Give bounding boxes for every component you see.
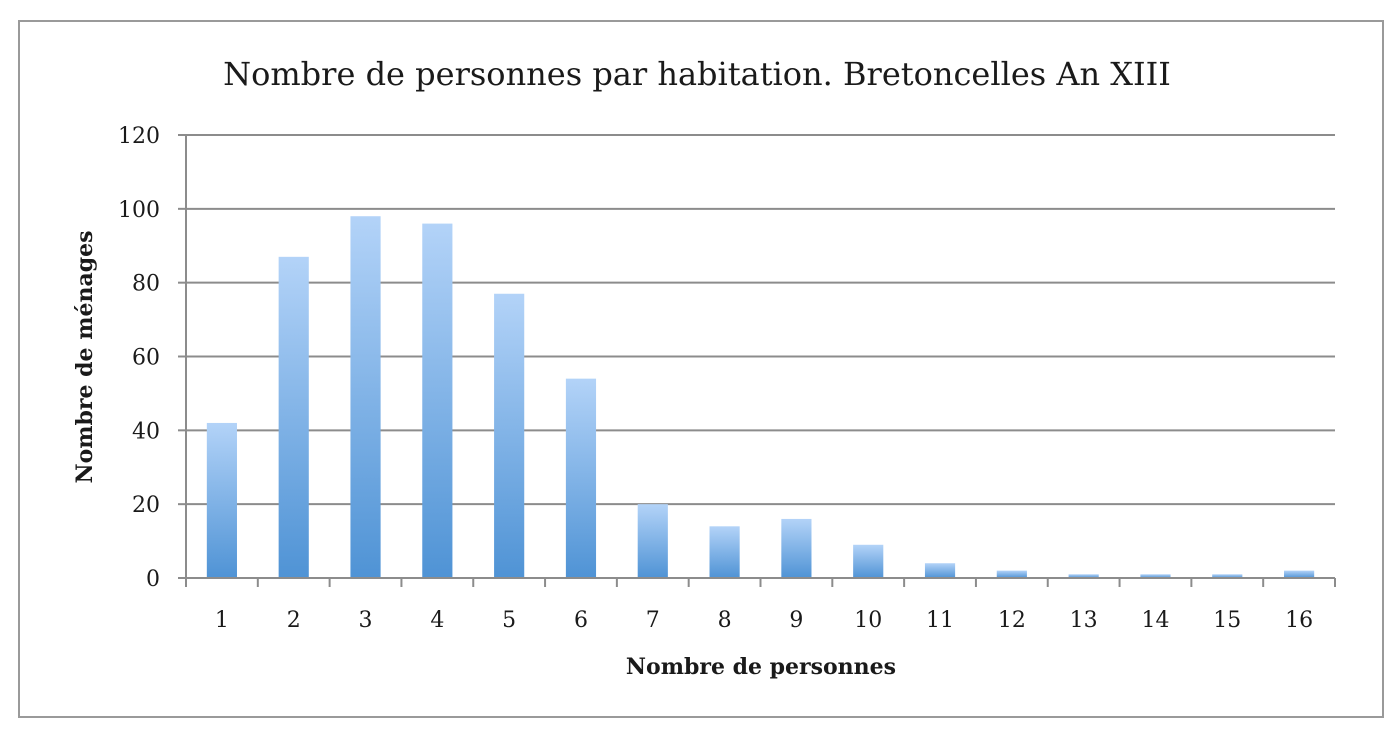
y-tick-labels: 0 20 40 60 80 100 120 <box>118 124 160 592</box>
x-tick-label: 4 <box>430 608 444 633</box>
chart-frame <box>18 20 1384 718</box>
bar-12 <box>996 570 1027 578</box>
x-tick-label: 13 <box>1070 608 1098 633</box>
x-tick-label: 1 <box>215 608 229 633</box>
x-tick-label: 8 <box>718 608 732 633</box>
x-tick-label: 15 <box>1213 608 1241 633</box>
bar-2 <box>278 256 309 578</box>
y-tick-label: 80 <box>132 272 160 297</box>
x-tick-label: 16 <box>1285 608 1313 633</box>
x-tick-label: 5 <box>502 608 516 633</box>
x-tick-label: 12 <box>998 608 1026 633</box>
x-tick-label: 3 <box>359 608 373 633</box>
y-tick-label: 0 <box>146 567 160 592</box>
bar-4 <box>422 223 453 578</box>
bar-1 <box>206 422 237 578</box>
x-tick-label: 9 <box>789 608 803 633</box>
bar-11 <box>924 563 956 578</box>
bar-6 <box>565 378 597 578</box>
y-tick-label: 60 <box>132 346 160 371</box>
x-tick-label: 14 <box>1141 608 1169 633</box>
bar-3 <box>350 216 381 578</box>
bar-10 <box>853 544 884 578</box>
bar-9 <box>781 518 812 578</box>
bar-7 <box>637 504 668 578</box>
x-tick-label: 11 <box>926 608 954 633</box>
bar-14 <box>1140 574 1171 578</box>
axes <box>185 135 1336 587</box>
x-tick-label: 10 <box>854 608 882 633</box>
bar-13 <box>1068 574 1099 578</box>
bar-5 <box>494 293 525 578</box>
bars <box>206 216 1315 578</box>
y-tick-label: 100 <box>118 198 160 223</box>
x-axis-label: Nombre de personnes <box>626 654 896 680</box>
bar-15 <box>1212 574 1243 578</box>
x-tick-label: 7 <box>646 608 660 633</box>
y-axis-label: Nombre de ménages <box>72 230 98 483</box>
bar-16 <box>1284 570 1315 578</box>
y-tick-label: 120 <box>118 124 160 149</box>
chart-title: Nombre de personnes par habitation. Bret… <box>223 55 1171 93</box>
y-tick-label: 40 <box>132 419 160 444</box>
bar-8 <box>709 526 740 578</box>
y-tick-label: 20 <box>132 493 160 518</box>
x-tick-labels: 1 2 3 4 5 6 7 8 9 10 11 12 13 14 15 16 <box>215 608 1313 633</box>
x-tick-label: 2 <box>287 608 301 633</box>
x-tick-label: 6 <box>574 608 588 633</box>
